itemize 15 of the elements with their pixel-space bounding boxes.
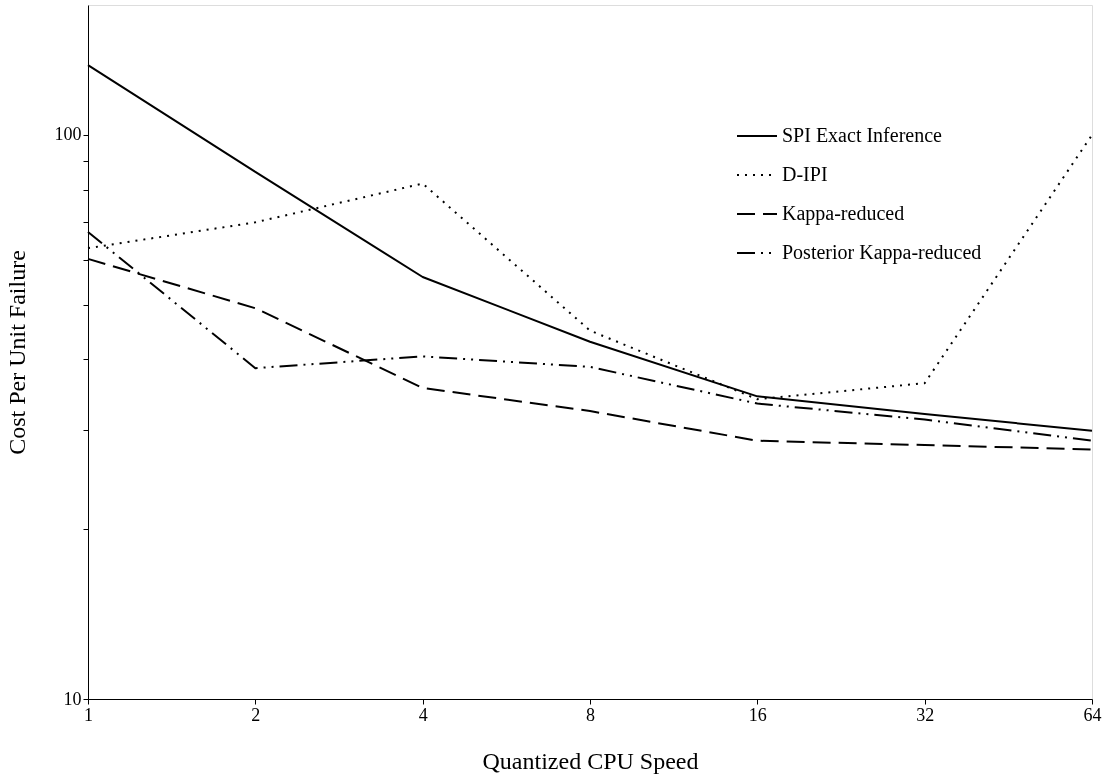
x-tick-label: 8	[586, 704, 595, 725]
x-tick-label: 32	[916, 704, 935, 725]
legend-label: Kappa-reduced	[782, 202, 905, 225]
y-axis-title: Cost Per Unit Failure	[3, 250, 30, 455]
legend-label: Posterior Kappa-reduced	[782, 241, 982, 264]
x-tick-label: 16	[748, 704, 767, 725]
x-tick-label: 64	[1083, 704, 1102, 725]
x-tick-label: 1	[84, 704, 93, 725]
legend-label: D-IPI	[782, 163, 828, 185]
x-tick-label: 4	[418, 704, 428, 725]
x-axis-title: Quantized CPU Speed	[482, 747, 699, 774]
x-tick-label: 2	[251, 704, 261, 725]
legend-label: SPI Exact Inference	[782, 124, 943, 146]
y-tick-label: 100	[54, 124, 82, 145]
y-tick-label: 10	[63, 688, 82, 709]
